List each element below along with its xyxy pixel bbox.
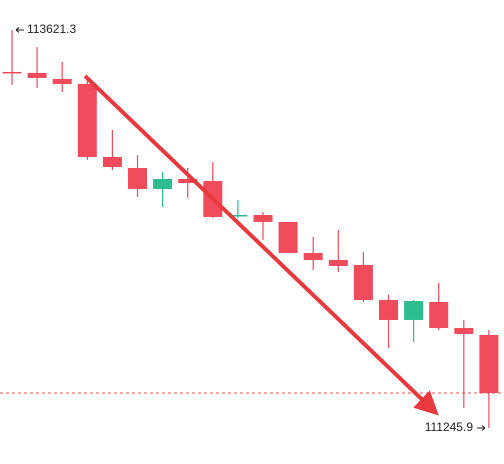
candle-body (379, 299, 398, 320)
candle-body (479, 334, 499, 393)
label-arrow (477, 425, 486, 431)
candle-body (429, 301, 449, 328)
candle-body (253, 214, 273, 222)
candle-body (178, 178, 198, 183)
candle-body (303, 252, 323, 260)
candle-body (52, 78, 72, 84)
candle-body (102, 156, 122, 167)
trend-arrow (83, 74, 439, 416)
candle-body (228, 214, 248, 217)
candle-body (353, 264, 373, 300)
high-label: 113621.3 (27, 22, 76, 36)
candle-body (153, 178, 173, 189)
candle-body (328, 259, 348, 266)
candle-body (128, 167, 147, 189)
candles (2, 29, 499, 429)
candle-body (2, 71, 22, 74)
candle-body (77, 83, 97, 157)
low-label: 111245.9 (425, 420, 474, 434)
candle-body (404, 300, 424, 320)
candle-body (27, 72, 47, 78)
candle-body (454, 327, 474, 334)
candle-body (278, 221, 298, 253)
label-arrow (15, 27, 24, 33)
